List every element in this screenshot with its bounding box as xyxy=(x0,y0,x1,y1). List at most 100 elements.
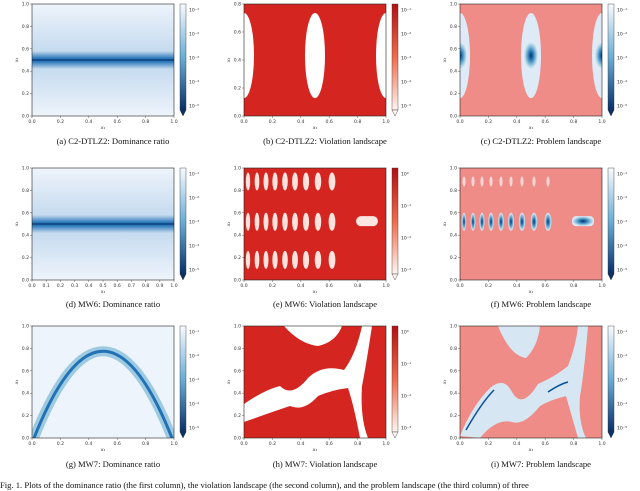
x-axis-label: x₁ xyxy=(528,126,534,131)
plot-frame xyxy=(243,325,387,439)
optimum-cell xyxy=(530,212,538,231)
optimum-cell xyxy=(572,216,594,227)
y-axis-label: x₂ xyxy=(443,222,448,228)
x-tick-label: 0.0 xyxy=(240,283,247,289)
y-tick-label: 0.0 xyxy=(22,436,29,442)
x-tick-label: 0.8 xyxy=(142,119,149,125)
y-tick-label: 1.0 xyxy=(450,166,457,172)
y-tick-label: 0.6 xyxy=(234,30,241,36)
y-tick-label: 0.2 xyxy=(234,413,241,419)
panel-caption-e: (e) MW6: Violation landscape xyxy=(272,299,378,309)
colorbar-tick-label: 10⁻² xyxy=(617,196,627,202)
x-axis-label: x₁ xyxy=(528,290,534,295)
y-tick-label: 0.0 xyxy=(450,436,457,442)
feasible-cell xyxy=(263,212,269,231)
colorbar-tick-label: 10⁻⁵ xyxy=(617,268,627,274)
feasible-cell xyxy=(272,172,278,191)
feasible-cell xyxy=(314,172,322,191)
panel-caption-i: (i) MW7: Problem landscape xyxy=(491,459,591,469)
colorbar-tick-label: 10⁻⁴ xyxy=(401,80,411,86)
x-tick-label: 0.8 xyxy=(142,283,149,289)
feasible-region xyxy=(460,326,588,438)
colorbar-tick-label: 10⁻² xyxy=(401,394,411,400)
colorbar-extension xyxy=(179,273,187,281)
x-tick-label: 0.8 xyxy=(354,283,361,289)
y-tick-label: 0.2 xyxy=(450,255,457,261)
x-tick-label: 0.6 xyxy=(326,119,333,125)
dominance-field xyxy=(32,168,174,280)
optimum-band xyxy=(524,42,538,69)
optimum-cell xyxy=(470,212,476,231)
x-tick-label: 0.9 xyxy=(156,283,163,289)
x-tick-label: 0.8 xyxy=(354,119,361,125)
colorbar-tick-label: 10⁻² xyxy=(189,354,199,360)
feasible-cell xyxy=(302,250,310,269)
colorbar-tick-label: 10⁻⁴ xyxy=(617,80,627,86)
panel-e: 10⁰ 10⁻¹ 10⁻² 10⁻³ 0.0 0.2 0.4 0.6 0.8 1.0 x₁ 1.0 0.… xyxy=(227,166,411,296)
x-tick-label: 0.4 xyxy=(297,441,304,447)
feasible-cell xyxy=(263,172,269,191)
x-axis-label: x₁ xyxy=(528,448,534,453)
feasible-cell xyxy=(292,172,298,191)
y-axis-label: x₂ xyxy=(15,380,20,386)
panel-caption-c: (c) C2-DTLZ2: Problem landscape xyxy=(480,136,602,146)
colorbar-extension xyxy=(391,273,399,281)
colorbar-tick-label: 10⁻² xyxy=(189,32,199,38)
feasible-cell xyxy=(272,250,278,269)
colorbar-tick-label: 10⁻⁵ xyxy=(617,104,627,110)
colorbar xyxy=(179,325,187,433)
feasible-cell xyxy=(532,176,536,187)
plot-area xyxy=(244,4,386,116)
x-tick-label: 1.0 xyxy=(170,283,177,289)
colorbar-tick-label: 10⁻¹ xyxy=(189,172,199,178)
colorbar-tick-label: 10⁻¹ xyxy=(401,362,411,368)
y-tick-label: 0.6 xyxy=(450,210,457,216)
plot-area xyxy=(460,4,602,116)
colorbar-extension xyxy=(607,431,615,439)
colorbar xyxy=(607,325,615,433)
colorbar-tick-label: 10⁻³ xyxy=(401,426,411,432)
panel-a: 10⁻¹ 10⁻² 10⁻³ 10⁻⁴ 10⁻⁵ 0.0 0.2 0.4 0.6 0.8 1.0 x₁… xyxy=(15,2,199,132)
x-tick-label: 0.8 xyxy=(570,283,577,289)
figure-caption: Fig. 1. Plots of the dominance ratio (th… xyxy=(0,480,529,490)
x-tick-label: 1.0 xyxy=(382,283,389,289)
x-tick-label: 0.6 xyxy=(114,283,121,289)
y-tick-label: 0.2 xyxy=(22,255,29,261)
y-axis-label: x₂ xyxy=(443,380,448,386)
y-tick-label: 0.0 xyxy=(22,114,29,120)
y-axis-label: x₂ xyxy=(15,222,20,228)
feasible-cell xyxy=(292,212,298,231)
plot-frame xyxy=(459,3,603,117)
colorbar-tick-label: 10⁻² xyxy=(401,236,411,242)
x-tick-label: 0.3 xyxy=(71,283,78,289)
x-tick-label: 0.8 xyxy=(354,441,361,447)
x-tick-label: 1.0 xyxy=(598,119,605,125)
feasible-cell xyxy=(282,250,288,269)
x-tick-label: 0.0 xyxy=(28,119,35,125)
feasible-cell xyxy=(471,176,475,187)
feasible-cell xyxy=(282,212,288,231)
y-tick-label: 0.0 xyxy=(234,114,241,120)
plot-area xyxy=(32,4,174,116)
y-tick-label: 0.8 xyxy=(22,188,29,194)
x-tick-label: 0.2 xyxy=(57,441,64,447)
colorbar-extension xyxy=(391,431,399,439)
x-axis-label: x₁ xyxy=(100,448,106,453)
x-tick-label: 1.0 xyxy=(170,119,177,125)
y-tick-label: 0.8 xyxy=(22,346,29,352)
feasible-region xyxy=(244,12,254,99)
feasible-cell xyxy=(314,212,322,231)
y-tick-label: 0.2 xyxy=(234,255,241,261)
y-tick-label: 1.0 xyxy=(450,2,457,8)
feasible-cell xyxy=(328,250,336,269)
x-tick-label: 0.2 xyxy=(57,283,64,289)
y-tick-label: 0.2 xyxy=(234,86,241,92)
panel-i: 10⁻¹ 10⁻² 10⁻³ 10⁻⁴ 10⁻⁵ 0.0 0.2 0.4 0.6 0.8 1.0 x₁… xyxy=(443,324,627,454)
y-tick-label: 0.6 xyxy=(450,368,457,374)
y-tick-label: 0.6 xyxy=(22,368,29,374)
feasible-cell xyxy=(462,176,466,187)
panel-f: 10⁻¹ 10⁻² 10⁻³ 10⁻⁴ 10⁻⁵ 0.0 0.2 0.4 0.6 0.8 1.0 x₁… xyxy=(443,166,627,296)
colorbar-tick-label: 10⁻⁴ xyxy=(189,402,199,408)
plot-area xyxy=(32,168,174,280)
plot-frame xyxy=(31,325,175,439)
